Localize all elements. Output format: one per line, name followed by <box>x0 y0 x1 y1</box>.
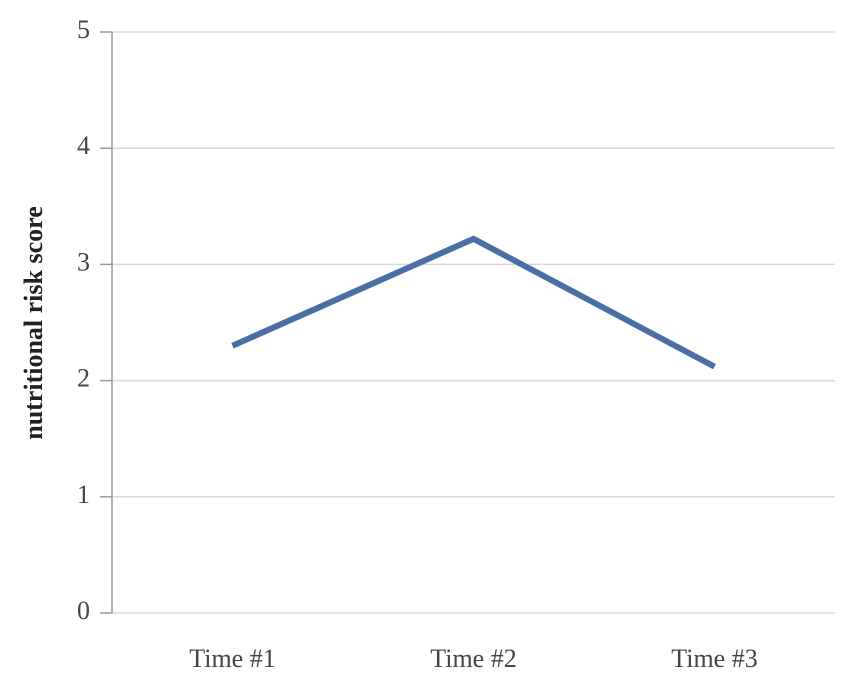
y-tick-label: 5 <box>77 15 90 44</box>
y-tick-label: 3 <box>77 247 90 276</box>
line-series <box>231 235 716 370</box>
x-tick-label: Time #3 <box>671 644 757 673</box>
y-tick-label: 0 <box>77 596 90 625</box>
y-tick-label: 1 <box>77 480 90 509</box>
y-tick-label: 2 <box>77 364 90 393</box>
y-tick-label: 4 <box>77 131 90 160</box>
x-tick-label: Time #2 <box>430 644 516 673</box>
x-tick-label: Time #1 <box>189 644 275 673</box>
y-axis-label: nutritional risk score <box>19 206 48 440</box>
